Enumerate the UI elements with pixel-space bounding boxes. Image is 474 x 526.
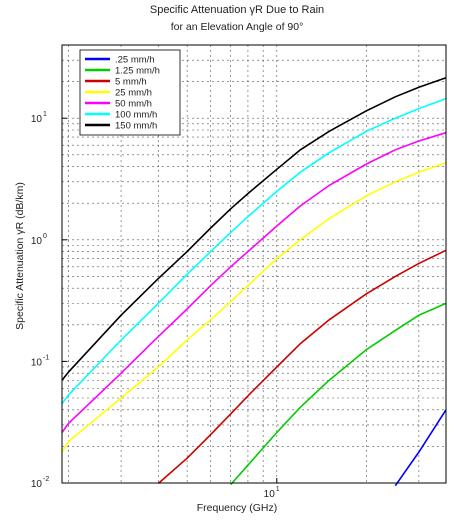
- plot-frame: [61, 44, 447, 484]
- y-tick-exponent: -2: [43, 476, 49, 483]
- legend-entry: 1.25 mm/h: [115, 66, 160, 77]
- x-axis-label: Frequency (GHz): [196, 502, 278, 514]
- series-line-5-mm-h: [157, 249, 447, 485]
- legend-entry: 100 mm/h: [115, 110, 157, 121]
- series-line-50-mm-h: [61, 131, 447, 433]
- series-line-100-mm-h: [61, 97, 447, 405]
- series-line-25-mm-h: [61, 162, 447, 453]
- y-tick-label: 10: [31, 479, 43, 490]
- legend-entry: 150 mm/h: [115, 121, 157, 132]
- legend-entry: 50 mm/h: [115, 99, 152, 110]
- y-tick-exponent: 0: [43, 233, 47, 240]
- series-lines: [61, 77, 447, 487]
- legend-entry: 5 mm/h: [115, 77, 147, 88]
- x-tick-label: 10: [264, 489, 276, 500]
- legend-entry: .25 mm/h: [115, 55, 155, 66]
- series-line-1-25-mm-h: [230, 302, 447, 486]
- y-tick-label: 10: [31, 357, 43, 368]
- y-tick-exponent: 1: [43, 111, 47, 118]
- tick-labels: 10 -210 -110 010 110 1: [31, 111, 280, 500]
- y-axis-label: Specific Attenuation γR (dB/km): [14, 182, 26, 330]
- y-tick-label: 10: [31, 114, 43, 125]
- y-tick-label: 10: [31, 236, 43, 247]
- series-line-150-mm-h: [61, 77, 447, 381]
- legend-entry: 25 mm/h: [115, 88, 152, 99]
- series-line-25-mm-h: [394, 409, 447, 487]
- x-tick-exponent: 1: [276, 486, 280, 493]
- y-tick-exponent: -1: [43, 354, 49, 361]
- chart-title: Specific Attenuation γR Due to Rain: [149, 4, 325, 16]
- chart-subtitle: for an Elevation Angle of 90°: [170, 21, 304, 33]
- legend: .25 mm/h1.25 mm/h5 mm/h25 mm/h50 mm/h100…: [79, 49, 181, 136]
